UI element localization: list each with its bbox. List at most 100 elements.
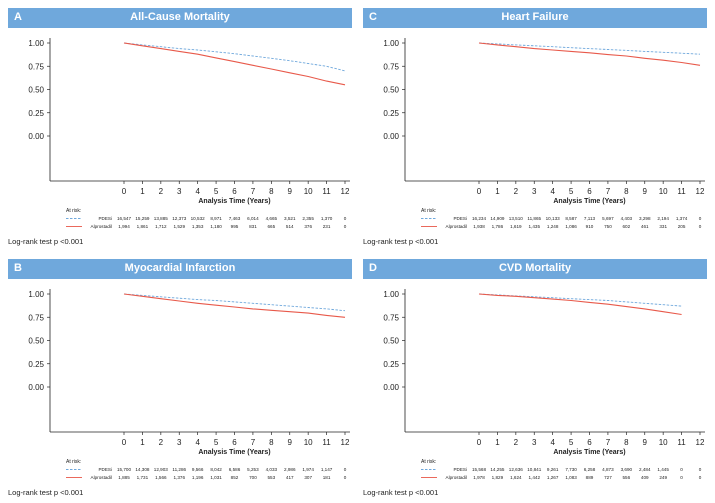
chart-title: All-Cause Mortality <box>130 11 230 23</box>
x-tick-label: 2 <box>514 187 519 196</box>
series-line-alprostadil <box>478 293 682 316</box>
at-risk-value: 1,938 <box>473 224 485 229</box>
x-tick-label: 11 <box>677 438 686 447</box>
at-risk-value: 1,196 <box>192 475 204 480</box>
at-risk-value: 602 <box>622 224 630 229</box>
at-risk-value: 7,463 <box>229 216 241 221</box>
at-risk-value: 0 <box>344 224 347 229</box>
at-risk-heading: At risk: <box>421 459 436 465</box>
at-risk-value: 5,697 <box>602 216 614 221</box>
at-risk-value: 556 <box>622 475 630 480</box>
series-line-pdesi <box>478 42 701 55</box>
at-risk-value: 1,974 <box>302 467 314 472</box>
log-rank-text: Log-rank test p <0.001 <box>363 237 438 246</box>
at-risk-row-label: Alprostadil <box>446 224 467 229</box>
at-risk-value: 0 <box>699 216 702 221</box>
series-line-alprostadil <box>123 293 346 318</box>
x-tick-label: 0 <box>122 187 127 196</box>
x-tick-label: 3 <box>532 187 537 196</box>
series-line-alprostadil <box>123 42 346 86</box>
at-risk-value: 1,624 <box>510 475 522 480</box>
at-risk-value: 0 <box>699 467 702 472</box>
at-risk-value: 0 <box>344 475 347 480</box>
x-tick-label: 4 <box>550 187 555 196</box>
at-risk-value: 9,566 <box>192 467 204 472</box>
at-risk-value: 700 <box>249 475 257 480</box>
at-risk-value: 14,308 <box>135 467 149 472</box>
x-tick-label: 7 <box>606 187 611 196</box>
x-tick-label: 12 <box>341 187 350 196</box>
x-tick-label: 4 <box>195 187 200 196</box>
x-tick-label: 6 <box>232 438 237 447</box>
at-risk-value: 205 <box>678 224 686 229</box>
at-risk-value: 2,986 <box>284 467 296 472</box>
x-tick-label: 11 <box>677 187 686 196</box>
y-tick-label: 0.00 <box>28 383 44 392</box>
at-risk-value: 727 <box>604 475 612 480</box>
at-risk-value: 1,086 <box>565 224 577 229</box>
at-risk-value: 1,267 <box>547 475 559 480</box>
at-risk-value: 409 <box>641 475 649 480</box>
panel-letter: D <box>369 262 377 274</box>
x-tick-label: 1 <box>140 187 145 196</box>
at-risk-row-label: PDESi <box>453 216 467 221</box>
y-tick-label: 1.00 <box>28 39 44 48</box>
x-axis-label: Analysis Time (Years) <box>198 449 270 456</box>
at-risk-value: 16,547 <box>117 216 131 221</box>
panel-header: B Myocardial Infarction <box>8 259 352 279</box>
x-tick-label: 0 <box>477 438 482 447</box>
x-axis-label: Analysis Time (Years) <box>553 449 625 456</box>
x-tick-label: 3 <box>177 187 182 196</box>
at-risk-row-label: PDESi <box>98 467 112 472</box>
panel-header: A All-Cause Mortality <box>8 8 352 28</box>
x-tick-label: 1 <box>495 187 500 196</box>
chart-title: Heart Failure <box>501 11 569 23</box>
panel-letter: C <box>369 11 377 23</box>
at-risk-value: 0 <box>680 475 683 480</box>
km-plot: 0.000.250.500.751.000 1 2 3 4 5 6 7 8 9 10 11 12Anal… <box>8 289 350 497</box>
at-risk-value: 9,261 <box>547 467 559 472</box>
y-tick-label: 0.25 <box>28 109 44 118</box>
at-risk-value: 0 <box>699 224 702 229</box>
at-risk-value: 889 <box>586 475 594 480</box>
at-risk-value: 0 <box>699 475 702 480</box>
y-tick-label: 1.00 <box>383 39 399 48</box>
x-tick-label: 9 <box>288 438 293 447</box>
at-risk-value: 8,587 <box>565 216 577 221</box>
panel-letter: A <box>14 11 22 23</box>
at-risk-value: 831 <box>249 224 257 229</box>
y-tick-label: 0.00 <box>28 132 44 141</box>
at-risk-value: 4,873 <box>602 467 614 472</box>
at-risk-value: 3,690 <box>621 467 633 472</box>
chart-panel-a: A All-Cause Mortality 0.00 0.25 0.50 0.75 1.00… <box>8 8 352 248</box>
at-risk-value: 553 <box>267 475 275 480</box>
x-tick-label: 4 <box>195 438 200 447</box>
y-tick-label: 0.25 <box>383 360 399 369</box>
at-risk-value: 1,083 <box>565 475 577 480</box>
at-risk-value: 1,376 <box>174 475 186 480</box>
at-risk-value: 514 <box>286 224 294 229</box>
x-axis-label: Analysis Time (Years) <box>198 198 270 205</box>
at-risk-value: 1,374 <box>676 216 688 221</box>
series-line-alprostadil <box>478 42 701 66</box>
at-risk-value: 1,248 <box>547 224 559 229</box>
at-risk-value: 231 <box>323 224 331 229</box>
y-tick-label: 0.25 <box>28 360 44 369</box>
at-risk-value: 181 <box>323 475 331 480</box>
y-tick-label: 0.00 <box>383 132 399 141</box>
at-risk-value: 4,403 <box>621 216 633 221</box>
at-risk-value: 14,909 <box>490 216 504 221</box>
at-risk-value: 15,700 <box>117 467 131 472</box>
at-risk-value: 1,994 <box>118 224 130 229</box>
chart-panel-d: D CVD Mortality 0.00 0.25 0.50 0.75 1.00 0 1 2 3 4 5… <box>363 259 707 499</box>
x-tick-label: 5 <box>214 438 219 447</box>
at-risk-value: 910 <box>586 224 594 229</box>
panel-header: C Heart Failure <box>363 8 707 28</box>
at-risk-value: 1,442 <box>529 475 541 480</box>
y-tick-label: 0.50 <box>383 86 399 95</box>
chart-title: CVD Mortality <box>498 262 572 274</box>
x-tick-label: 4 <box>550 438 555 447</box>
x-tick-label: 9 <box>288 187 293 196</box>
y-tick-label: 0.75 <box>28 62 44 71</box>
at-risk-value: 8,042 <box>210 467 222 472</box>
